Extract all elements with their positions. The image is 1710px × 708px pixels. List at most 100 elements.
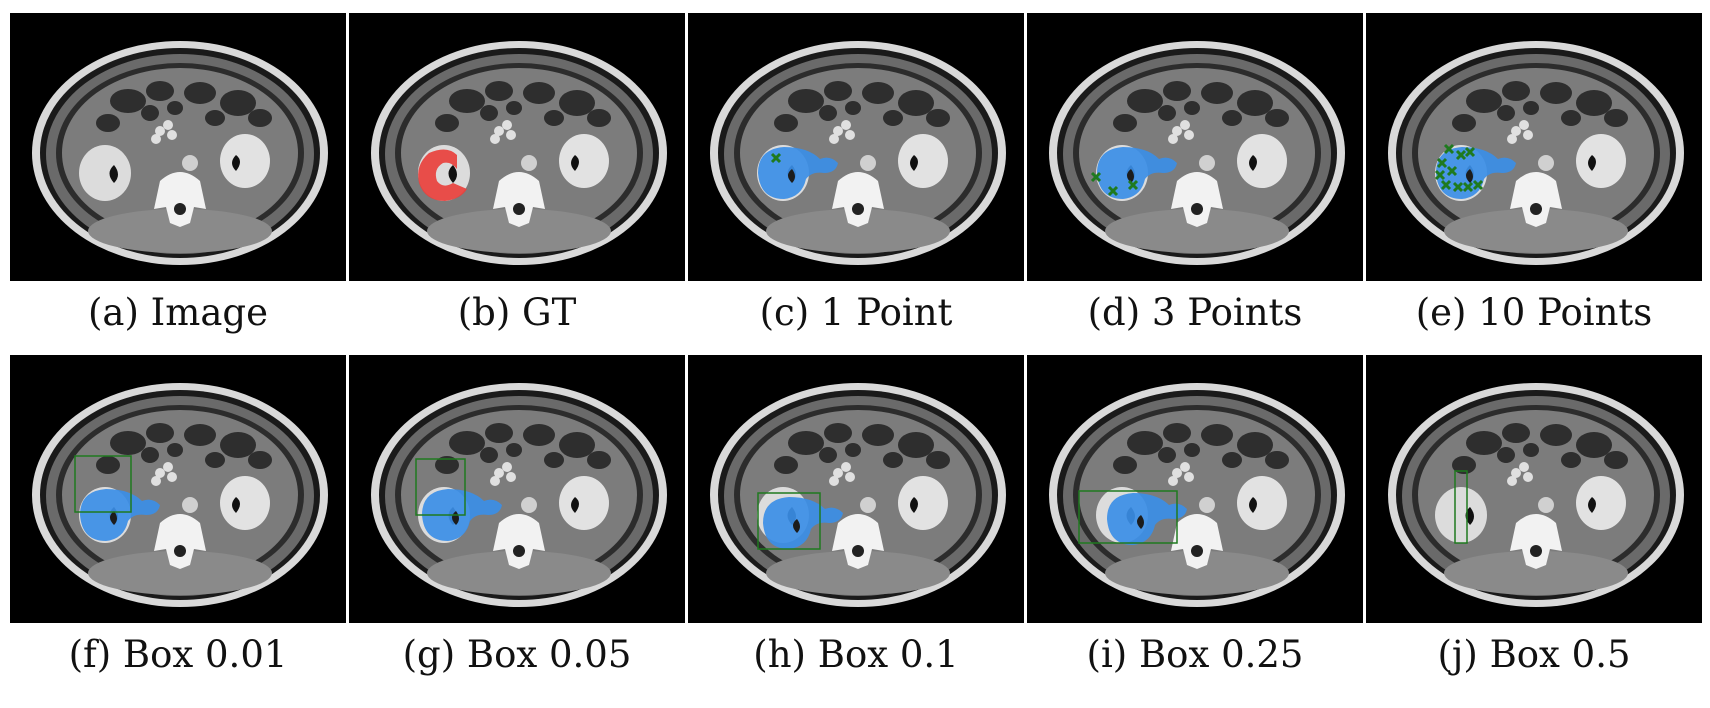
bowel-loop <box>449 431 485 455</box>
bowel-loop <box>1452 456 1476 474</box>
bowel-loop <box>1576 432 1612 458</box>
ct-slice-svg <box>688 13 1024 281</box>
bowel-loop <box>1113 114 1137 132</box>
back-muscle <box>427 551 611 595</box>
contrast-dot <box>1172 468 1182 478</box>
bowel-loop <box>523 424 555 446</box>
contrast-dot <box>1180 120 1190 130</box>
bowel-loop <box>1113 456 1137 474</box>
bowel-loop <box>1540 82 1572 104</box>
contrast-dot <box>1511 126 1521 136</box>
ct-slice-svg <box>1027 13 1363 281</box>
aorta <box>1538 155 1554 171</box>
back-muscle <box>1105 209 1289 253</box>
bowel-loop <box>1163 81 1191 101</box>
ct-image <box>1366 355 1702 623</box>
ct-image <box>688 355 1024 623</box>
point-prompt-marker <box>1452 181 1464 193</box>
bowel-loop <box>845 443 861 457</box>
caption: (a) Image <box>87 291 269 334</box>
bowel-loop <box>1158 105 1176 121</box>
box-prompt <box>74 455 132 513</box>
kidney-left <box>898 134 948 188</box>
predicted-mask <box>763 497 843 549</box>
bowel-loop <box>1502 81 1530 101</box>
bowel-loop <box>1201 82 1233 104</box>
bowel-loop <box>926 451 950 469</box>
contrast-dot <box>1172 126 1182 136</box>
contrast-dot <box>841 462 851 472</box>
ct-slice-svg <box>1027 355 1363 623</box>
contrast-dot <box>506 130 516 140</box>
kidney-left <box>220 134 270 188</box>
back-muscle <box>88 209 272 253</box>
kidney-right <box>1435 487 1487 543</box>
vertebra <box>1171 172 1223 227</box>
bowel-loop <box>184 424 216 446</box>
box-prompt <box>415 458 466 516</box>
bowel-loop <box>485 81 513 101</box>
bowel-loop <box>898 90 934 116</box>
caption: (e) 10 Points <box>1415 291 1653 334</box>
back-muscle <box>1444 551 1628 595</box>
point-prompt-marker <box>1472 179 1484 191</box>
point-prompt-marker <box>1436 157 1448 169</box>
point-prompt-marker <box>1455 149 1467 161</box>
contrast-dot <box>167 130 177 140</box>
contrast-dot <box>1523 472 1533 482</box>
vertebra <box>1171 514 1223 569</box>
bowel-loop <box>1163 423 1191 443</box>
caption: (b) GT <box>457 291 577 334</box>
bowel-loop <box>819 105 837 121</box>
contrast-dot <box>494 468 504 478</box>
bowel-loop <box>1604 109 1628 127</box>
bowel-loop <box>1201 424 1233 446</box>
aorta <box>860 155 876 171</box>
caption: (i) Box 0.25 <box>1086 633 1304 676</box>
bowel-loop <box>559 432 595 458</box>
bowel-loop <box>1523 443 1539 457</box>
kidney-left <box>1237 476 1287 530</box>
bowel-loop <box>774 456 798 474</box>
bowel-loop <box>1222 110 1242 126</box>
bowel-loop <box>1561 110 1581 126</box>
aorta <box>1199 497 1215 513</box>
contrast-dot <box>845 130 855 140</box>
caption: (f) Box 0.01 <box>68 633 288 676</box>
bowel-loop <box>788 431 824 455</box>
contrast-dot <box>490 476 500 486</box>
bowel-loop <box>1540 424 1572 446</box>
bowel-loop <box>141 447 159 463</box>
aorta <box>521 155 537 171</box>
aorta <box>182 155 198 171</box>
contrast-dot <box>1507 134 1517 144</box>
kidney-left <box>898 476 948 530</box>
ct-slice-svg <box>1366 355 1702 623</box>
bowel-loop <box>1222 452 1242 468</box>
bowel-loop <box>824 81 852 101</box>
point-prompt-marker <box>1462 181 1474 193</box>
caption: (d) 3 Points <box>1087 291 1303 334</box>
bowel-loop <box>1127 89 1163 113</box>
kidney-left <box>1576 476 1626 530</box>
box-prompt <box>1078 490 1178 544</box>
contrast-dot <box>490 134 500 144</box>
bowel-loop <box>167 101 183 115</box>
bowel-loop <box>248 451 272 469</box>
bowel-loop <box>824 423 852 443</box>
back-muscle <box>427 209 611 253</box>
contrast-dot <box>155 468 165 478</box>
kidney-left <box>220 476 270 530</box>
predicted-mask <box>1107 493 1187 545</box>
contrast-dot <box>1184 472 1194 482</box>
bowel-loop <box>1452 114 1476 132</box>
contrast-dot <box>833 126 843 136</box>
back-muscle <box>88 551 272 595</box>
point-prompt-marker <box>1446 165 1458 177</box>
bowel-loop <box>1158 447 1176 463</box>
vertebra <box>1510 172 1562 227</box>
bowel-loop <box>205 110 225 126</box>
predicted-mask <box>80 489 160 541</box>
ct-image <box>349 355 685 623</box>
contrast-dot <box>151 476 161 486</box>
